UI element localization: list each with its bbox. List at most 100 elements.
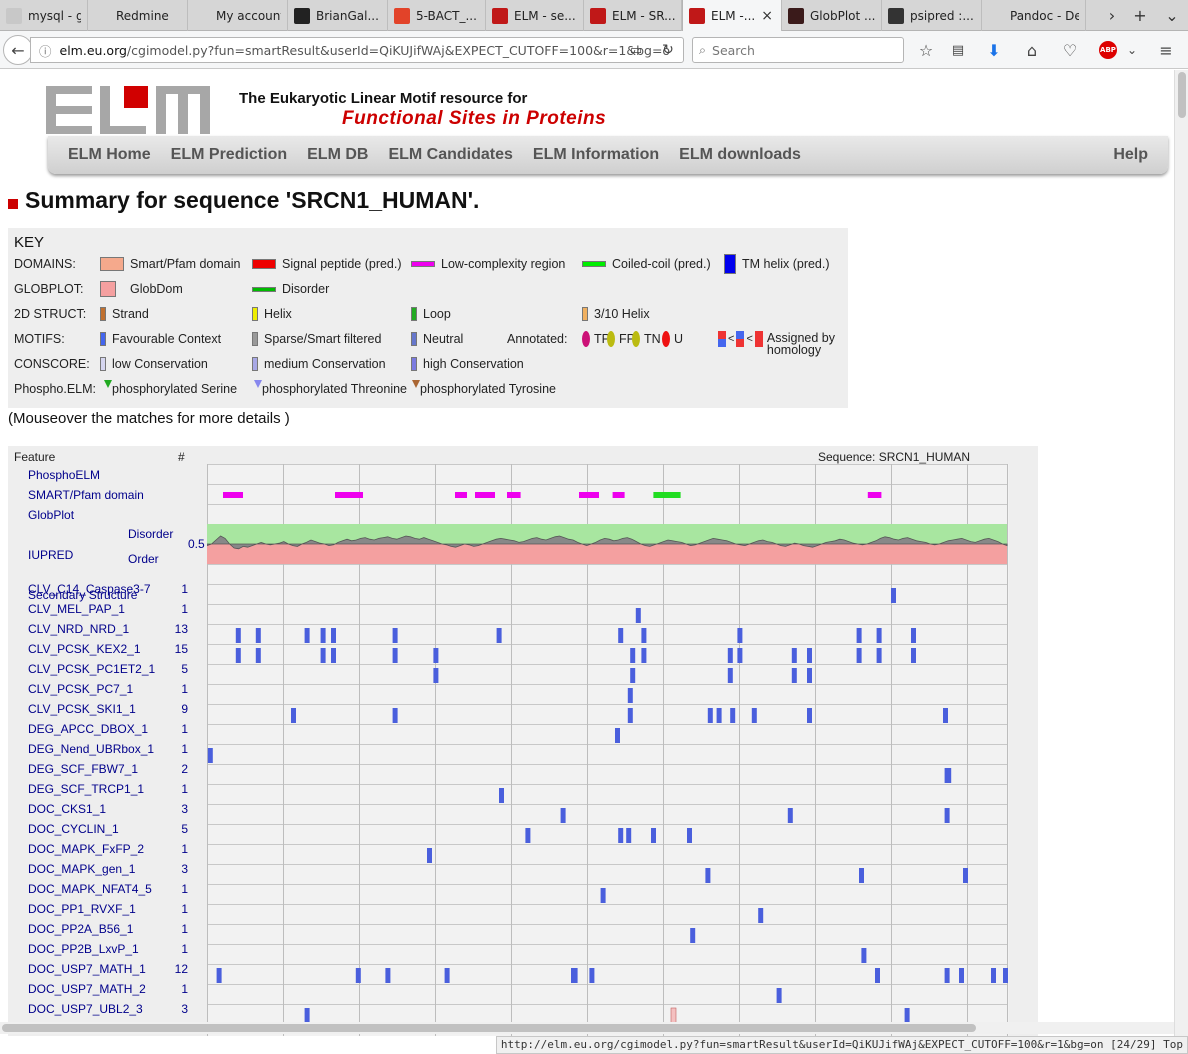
motif-match-tick[interactable] — [615, 728, 620, 743]
motif-match-tick[interactable] — [946, 768, 952, 783]
browser-tab[interactable]: BrianGal... — [288, 0, 388, 31]
motif-name-link[interactable]: DOC_USP7_MATH_1 — [28, 962, 146, 976]
motif-match-tick[interactable] — [859, 868, 864, 883]
motif-match-tick[interactable] — [331, 628, 336, 643]
browser-tab[interactable]: GlobPlot ... — [782, 0, 882, 31]
motif-match-tick[interactable] — [525, 828, 531, 843]
motif-name-link[interactable]: CLV_PCSK_PC7_1 — [28, 682, 134, 696]
motif-match-tick[interactable] — [392, 708, 398, 723]
motif-match-tick[interactable] — [331, 648, 336, 663]
low-complexity-region-bar[interactable] — [579, 492, 599, 498]
bookmark-star-icon[interactable]: ☆ — [918, 40, 934, 60]
vertical-scrollbar[interactable] — [1174, 70, 1188, 1036]
motif-match-tick[interactable] — [737, 648, 743, 663]
motif-match-tick[interactable] — [618, 628, 624, 643]
motif-name-link[interactable]: CLV_MEL_PAP_1 — [28, 602, 125, 616]
motif-name-link[interactable]: DOC_USP7_MATH_2 — [28, 982, 146, 996]
motif-match-tick[interactable] — [875, 968, 880, 983]
reload-icon[interactable]: ↻ — [662, 42, 674, 58]
motif-match-tick[interactable] — [320, 628, 326, 643]
browser-tab[interactable]: 5-BACT_... — [388, 0, 486, 31]
motif-match-tick[interactable] — [216, 968, 222, 983]
feature-row-label[interactable]: PhosphoELM — [28, 468, 101, 482]
browser-tab[interactable]: ELM - se... — [486, 0, 584, 31]
motif-name-link[interactable]: DOC_CKS1_1 — [28, 802, 107, 816]
motif-match-tick[interactable] — [856, 648, 862, 663]
close-tab-icon[interactable]: × — [761, 7, 773, 24]
motif-match-tick[interactable] — [943, 708, 948, 723]
motif-match-tick[interactable] — [444, 968, 450, 983]
motif-name-link[interactable]: DEG_APCC_DBOX_1 — [28, 722, 149, 736]
low-complexity-region-bar[interactable] — [867, 492, 882, 498]
motif-name-link[interactable]: DOC_MAPK_gen_1 — [28, 862, 136, 876]
motif-match-tick[interactable] — [427, 848, 432, 863]
home-icon[interactable]: ⌂ — [1026, 40, 1038, 60]
low-complexity-region-bar[interactable] — [223, 492, 243, 498]
feature-row-label[interactable]: IUPRED — [28, 548, 74, 562]
motif-match-tick[interactable] — [433, 648, 439, 663]
motif-match-tick[interactable] — [707, 708, 713, 723]
motif-match-tick[interactable] — [641, 648, 647, 663]
browser-tab[interactable]: Pandoc - De... — [982, 0, 1086, 31]
browser-tab[interactable]: mysql - g... — [0, 0, 88, 31]
motif-name-link[interactable]: DOC_MAPK_NFAT4_5 — [28, 882, 152, 896]
motif-match-tick[interactable] — [705, 868, 711, 883]
motif-match-tick[interactable] — [304, 1008, 310, 1023]
motif-match-tick[interactable] — [944, 968, 950, 983]
reader-view-icon[interactable]: ▭ — [629, 42, 643, 58]
url-bar[interactable]: ⓘ elm.eu.org/cgimodel.py?fun=smartResult… — [30, 37, 684, 63]
motif-match-tick[interactable] — [737, 628, 743, 643]
motif-match-tick[interactable] — [626, 828, 632, 843]
motif-match-tick[interactable] — [791, 668, 797, 683]
low-complexity-region-bar[interactable] — [653, 492, 681, 498]
motif-name-link[interactable]: CLV_PCSK_PC1ET2_1 — [28, 662, 156, 676]
menu-item[interactable]: ELM Information — [532, 146, 660, 163]
motif-match-tick[interactable] — [392, 648, 398, 663]
chevron-down-icon[interactable]: ⌄ — [1126, 43, 1138, 57]
motif-name-link[interactable]: DEG_Nend_UBRbox_1 — [28, 742, 155, 756]
tab-scroll-right-icon[interactable]: › — [1108, 6, 1116, 25]
motif-name-link[interactable]: CLV_PCSK_KEX2_1 — [28, 642, 141, 656]
motif-match-tick[interactable] — [670, 1007, 677, 1024]
motif-match-tick[interactable] — [651, 828, 656, 843]
motif-match-tick[interactable] — [861, 948, 867, 963]
motif-match-tick[interactable] — [618, 828, 624, 843]
horizontal-scroll-thumb[interactable] — [2, 1024, 976, 1032]
feature-row-label[interactable]: Secondary Structure — [28, 588, 138, 602]
browser-tab[interactable]: Redmine — [88, 0, 188, 31]
info-icon[interactable]: ⓘ — [39, 43, 52, 59]
motif-match-tick[interactable] — [727, 648, 733, 663]
motif-match-tick[interactable] — [255, 628, 261, 643]
motif-match-tick[interactable] — [727, 668, 733, 683]
search-input[interactable]: ⌕ Search — [692, 37, 904, 63]
motif-match-tick[interactable] — [355, 968, 361, 983]
motif-match-tick[interactable] — [751, 708, 757, 723]
motif-match-tick[interactable] — [716, 708, 722, 723]
browser-tab[interactable]: psipred :... — [882, 0, 982, 31]
motif-match-tick[interactable] — [627, 708, 633, 723]
low-complexity-region-bar[interactable] — [612, 492, 625, 498]
motif-match-tick[interactable] — [991, 968, 996, 983]
motif-match-tick[interactable] — [560, 808, 566, 823]
motif-name-link[interactable]: DEG_SCF_TRCP1_1 — [28, 782, 145, 796]
new-tab-button[interactable]: + — [1133, 6, 1147, 25]
feature-row-label[interactable]: SMART/Pfam domain — [28, 488, 144, 502]
motif-match-tick[interactable] — [904, 1008, 910, 1023]
motif-match-tick[interactable] — [1003, 968, 1008, 983]
motif-name-link[interactable]: CLV_PCSK_SKI1_1 — [28, 702, 136, 716]
motif-match-tick[interactable] — [304, 628, 310, 643]
menu-item[interactable]: ELM downloads — [679, 146, 801, 163]
menu-item[interactable]: ELM DB — [307, 146, 369, 163]
menu-item[interactable]: ELM Prediction — [170, 146, 288, 163]
motif-match-tick[interactable] — [807, 648, 812, 663]
motif-name-link[interactable]: DOC_PP2B_LxvP_1 — [28, 942, 139, 956]
motif-match-tick[interactable] — [207, 748, 213, 763]
motif-match-tick[interactable] — [787, 808, 793, 823]
motif-match-tick[interactable] — [496, 628, 502, 643]
motif-name-link[interactable]: CLV_C14_Caspase3-7 — [28, 582, 151, 596]
menu-item[interactable]: ELM Home — [68, 146, 151, 163]
motif-name-link[interactable]: DOC_PP1_RVXF_1 — [28, 902, 136, 916]
motif-match-tick[interactable] — [291, 708, 296, 723]
motif-match-tick[interactable] — [758, 908, 764, 923]
motif-match-tick[interactable] — [385, 968, 391, 983]
